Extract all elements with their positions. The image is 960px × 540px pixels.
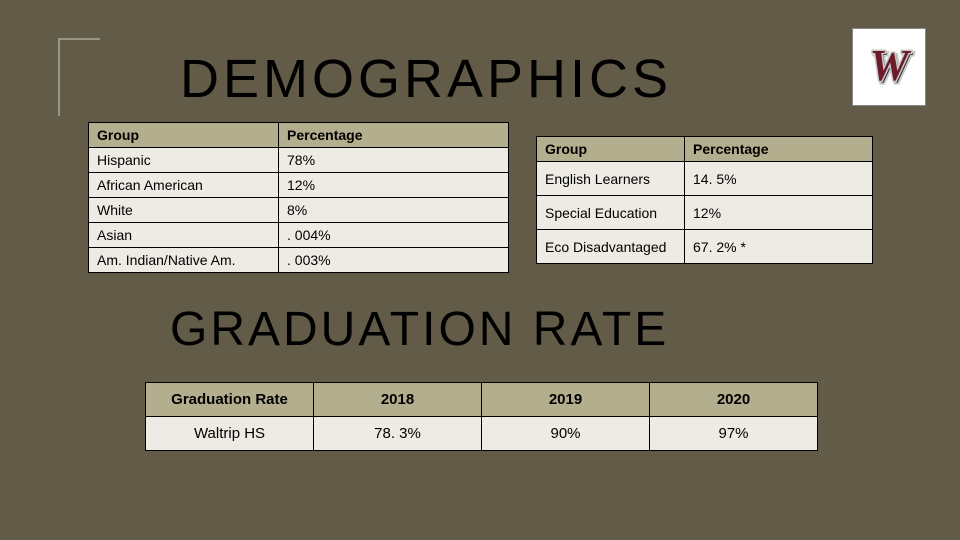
w-logo-icon: W W: [858, 36, 920, 98]
cell-value: 8%: [279, 198, 509, 223]
col-header: 2019: [482, 383, 650, 417]
col-header: Group: [89, 123, 279, 148]
table-row: African American 12%: [89, 173, 509, 198]
cell-group: Hispanic: [89, 148, 279, 173]
col-header: 2020: [650, 383, 818, 417]
table-row: English Learners 14. 5%: [537, 162, 873, 196]
graduation-title: GRADUATION RATE: [170, 302, 669, 357]
cell-value: 90%: [482, 417, 650, 451]
cell-value: 14. 5%: [685, 162, 873, 196]
cell-value: 78. 3%: [314, 417, 482, 451]
table-row: Am. Indian/Native Am. . 003%: [89, 248, 509, 273]
col-header: Graduation Rate: [146, 383, 314, 417]
cell-group: Special Education: [537, 196, 685, 230]
table-row: Asian . 004%: [89, 223, 509, 248]
table-header-row: Graduation Rate 2018 2019 2020: [146, 383, 818, 417]
cell-value: 12%: [279, 173, 509, 198]
table-row: Hispanic 78%: [89, 148, 509, 173]
school-logo: W W: [852, 28, 926, 106]
cell-group: African American: [89, 173, 279, 198]
cell-value: 12%: [685, 196, 873, 230]
col-header: Percentage: [279, 123, 509, 148]
cell-value: 78%: [279, 148, 509, 173]
demographics-title: DEMOGRAPHICS: [180, 48, 672, 110]
col-header: 2018: [314, 383, 482, 417]
table-row: Eco Disadvantaged 67. 2% *: [537, 230, 873, 264]
cell-value: . 004%: [279, 223, 509, 248]
svg-text:W: W: [869, 41, 911, 90]
cell-group: Asian: [89, 223, 279, 248]
demographics-left-table: Group Percentage Hispanic 78% African Am…: [88, 122, 509, 273]
demographics-right-table: Group Percentage English Learners 14. 5%…: [536, 136, 873, 264]
cell-label: Waltrip HS: [146, 417, 314, 451]
cell-group: Eco Disadvantaged: [537, 230, 685, 264]
table-row: Waltrip HS 78. 3% 90% 97%: [146, 417, 818, 451]
graduation-table: Graduation Rate 2018 2019 2020 Waltrip H…: [145, 382, 818, 451]
title-accent-line: [58, 38, 100, 116]
table-header-row: Group Percentage: [537, 137, 873, 162]
col-header: Group: [537, 137, 685, 162]
cell-group: English Learners: [537, 162, 685, 196]
cell-group: Am. Indian/Native Am.: [89, 248, 279, 273]
cell-value: . 003%: [279, 248, 509, 273]
table-row: Special Education 12%: [537, 196, 873, 230]
table-row: White 8%: [89, 198, 509, 223]
table-header-row: Group Percentage: [89, 123, 509, 148]
cell-value: 97%: [650, 417, 818, 451]
col-header: Percentage: [685, 137, 873, 162]
cell-group: White: [89, 198, 279, 223]
cell-value: 67. 2% *: [685, 230, 873, 264]
